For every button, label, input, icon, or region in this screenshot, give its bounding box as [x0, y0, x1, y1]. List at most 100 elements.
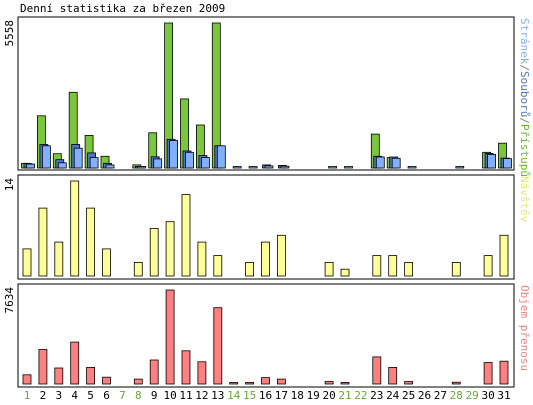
y-max-label: 5558 [3, 20, 16, 47]
bar-middle-n-v-t-v-4 [70, 180, 80, 277]
bar-top-str-nek-31 [503, 158, 512, 169]
bar-bottom-objem-p-enosu-17 [276, 378, 286, 385]
bar-top-str-nek-11 [185, 151, 194, 169]
x-tick-label: 3 [55, 389, 62, 402]
bar-middle-n-v-t-v-25 [404, 261, 414, 277]
panel-frame [17, 283, 515, 388]
legend-entry: Přístupů [518, 124, 531, 177]
bar-top-str-nek-20 [328, 166, 338, 169]
x-tick-label: 16 [259, 389, 272, 402]
x-tick-label: 14 [227, 389, 241, 402]
bar-bottom-objem-p-enosu-25 [404, 381, 414, 385]
x-tick-label: 2 [40, 389, 47, 402]
bar-bottom-objem-p-enosu-1 [22, 374, 32, 385]
bar-middle-n-v-t-v-10 [165, 221, 175, 277]
bar-top-str-nek-23 [375, 156, 385, 169]
bar-bottom-objem-p-enosu-16 [261, 377, 270, 385]
x-tick-label: 28 [450, 389, 463, 402]
chart-title: Denní statistika za březen 2009 [20, 2, 225, 15]
x-tick-label: 8 [135, 389, 142, 402]
x-tick-label: 4 [71, 389, 78, 402]
legend-bottom: Objem přenosu [518, 285, 531, 371]
bar-middle-n-v-t-v-20 [324, 261, 334, 277]
bar-middle-n-v-t-v-17 [276, 234, 286, 277]
bar-middle-n-v-t-v-3 [54, 241, 64, 277]
bar-bottom-objem-p-enosu-28 [451, 381, 461, 385]
bar-bottom-objem-p-enosu-14 [229, 382, 239, 385]
bar-bottom-objem-p-enosu-2 [38, 349, 48, 385]
bar-top-str-nek-6 [105, 164, 115, 169]
bar-top-str-nek-28 [455, 166, 465, 169]
x-tick-label: 27 [434, 389, 447, 402]
x-tick-label: 20 [322, 389, 335, 402]
legend-entry: Návštěv [518, 176, 531, 223]
x-tick-label: 30 [481, 389, 494, 402]
x-tick-label: 11 [179, 389, 192, 402]
bar-middle-n-v-t-v-21 [340, 268, 350, 277]
y-max-label: 7634 [3, 287, 16, 314]
legend-entry: Souborů [518, 71, 531, 117]
y-max-label: 14 [3, 178, 16, 192]
bar-bottom-objem-p-enosu-9 [149, 359, 159, 385]
x-tick-label: 29 [466, 389, 479, 402]
legend-entry: Stránek [518, 18, 531, 65]
bar-middle-n-v-t-v-31 [499, 234, 509, 277]
bar-top-str-nek-2 [42, 145, 51, 169]
x-tick-label: 26 [418, 389, 431, 402]
bar-middle-n-v-t-v-5 [86, 207, 95, 277]
bar-middle-n-v-t-v-2 [38, 207, 48, 277]
x-tick-label: 7 [119, 389, 126, 402]
bar-top-str-nek-10 [169, 140, 179, 169]
bar-middle-n-v-t-v-11 [181, 194, 191, 277]
bar-bottom-objem-p-enosu-12 [197, 361, 207, 385]
legend-entry: Objem přenosu [518, 285, 531, 371]
bar-bottom-objem-p-enosu-21 [340, 382, 350, 385]
bar-bottom-objem-p-enosu-6 [102, 376, 111, 385]
bar-top-str-nek-13 [216, 145, 226, 169]
x-tick-label: 12 [195, 389, 208, 402]
x-tick-label: 17 [275, 389, 288, 402]
bar-bottom-objem-p-enosu-30 [483, 362, 493, 385]
bar-bottom-objem-p-enosu-8 [133, 378, 143, 385]
bar-top-str-nek-24 [391, 157, 401, 169]
x-tick-label: 22 [354, 389, 367, 402]
bar-bottom-objem-p-enosu-3 [54, 367, 64, 385]
x-tick-label: 23 [370, 389, 383, 402]
x-tick-label: 10 [163, 389, 176, 402]
bar-bottom-objem-p-enosu-10 [165, 289, 175, 385]
bar-bottom-objem-p-enosu-4 [70, 341, 80, 385]
bar-bottom-objem-p-enosu-20 [324, 381, 334, 385]
legend-entry: / [518, 117, 531, 124]
bar-top-str-nek-4 [73, 147, 83, 169]
bar-top-str-nek-21 [344, 166, 353, 169]
bar-top-str-nek-15 [248, 166, 258, 169]
legend-top: Stránek/Souborů/Přístupů [518, 18, 531, 177]
bar-bottom-objem-p-enosu-23 [372, 356, 382, 385]
bar-top-str-nek-1 [26, 163, 35, 169]
x-tick-label: 25 [402, 389, 415, 402]
bar-top-str-nek-17 [280, 165, 290, 169]
bar-top-str-nek-14 [232, 166, 242, 169]
x-tick-label: 1 [24, 389, 31, 402]
panel-middle: 14 Návštěv [3, 174, 531, 280]
x-tick-label: 24 [386, 389, 400, 402]
bar-middle-n-v-t-v-23 [372, 255, 382, 277]
x-tick-label: 18 [291, 389, 304, 402]
bar-middle-n-v-t-v-28 [451, 261, 461, 277]
bar-top-str-nek-5 [89, 157, 99, 169]
bar-top-str-nek-9 [153, 158, 163, 169]
bar-bottom-objem-p-enosu-24 [388, 366, 398, 385]
bar-middle-n-v-t-v-24 [388, 255, 398, 277]
bar-middle-n-v-t-v-16 [261, 241, 270, 277]
bar-bottom-objem-p-enosu-5 [86, 366, 95, 385]
x-tick-label: 5 [87, 389, 94, 402]
bar-top-str-nek-8 [137, 166, 147, 169]
x-tick-label: 13 [211, 389, 224, 402]
bar-middle-n-v-t-v-6 [102, 248, 111, 277]
bar-bottom-objem-p-enosu-31 [499, 360, 509, 385]
panel-bottom: 7634 Objem přenosu [3, 283, 531, 388]
x-tick-label: 31 [497, 389, 510, 402]
bar-middle-n-v-t-v-9 [149, 228, 159, 277]
bar-middle-n-v-t-v-8 [133, 261, 143, 277]
panel-frame [17, 16, 515, 171]
